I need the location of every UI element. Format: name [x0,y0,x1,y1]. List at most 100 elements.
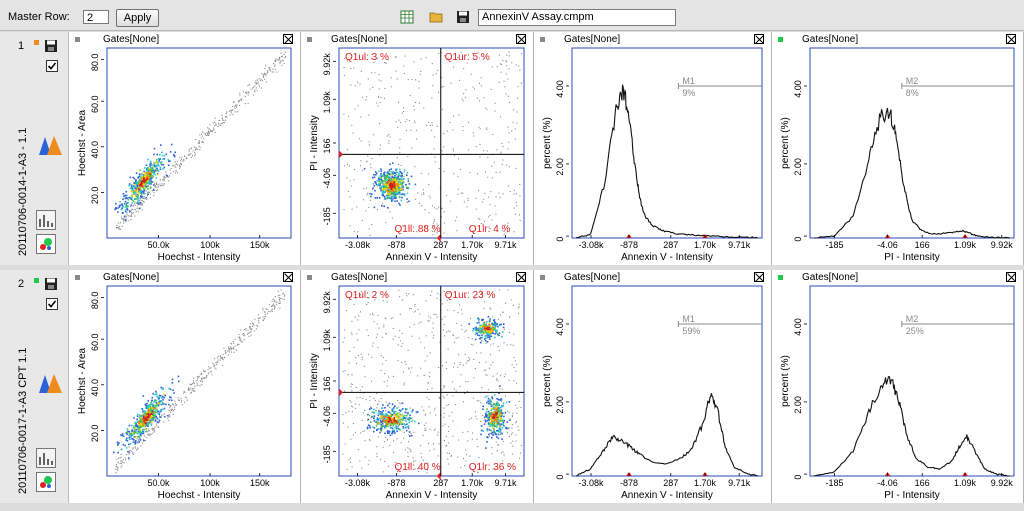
row-title-text: 20110706-0014-1-A3 - 1.1 [17,127,29,256]
close-icon[interactable] [516,34,526,44]
hist2-panel[interactable]: Gates[None] M2 8% -185 -4.06 166 1.09k 9.92k 4.0… [772,32,1024,265]
x-tick-label: 150k [250,478,270,488]
hist1-panel[interactable]: Gates[None] M1 9% -3.08k -878 287 1.70k 9.71k 4.… [534,32,772,265]
save-icon[interactable] [456,10,470,24]
close-icon[interactable] [283,272,293,282]
quadrant-lr-label: Q1lr: 4 % [469,224,511,235]
toolbar: Master Row: 2 Apply AnnexinV Assay.cmpm [0,0,1024,31]
marker-percent: 9% [682,88,695,98]
marker-label: M2 [906,314,919,324]
filename-field[interactable]: AnnexinV Assay.cmpm [478,9,676,26]
y-tick-label: 0 [555,475,565,480]
y-tick-label: -4.06 [322,168,332,189]
quadrant-ul-label: Q1ul: 2 % [345,290,389,301]
y-tick-label: -185 [322,207,332,225]
master-row-input[interactable]: 2 [83,10,109,24]
row-number: 1 [18,40,25,52]
close-icon[interactable] [1006,272,1016,282]
y-axis-label: PI - Intensity [309,115,320,171]
quadrant-ur-label: Q1ur: 23 % [445,290,496,301]
checkbox-checked-icon[interactable] [46,298,58,310]
save-icon[interactable] [44,39,58,53]
x-tick-label: 166 [915,478,930,488]
quad-panel[interactable]: Gates[None] Q1ul: 2 % Q1ur: 23 % Q1ll: 40 %… [301,270,534,503]
x-axis-label: Annexin V - Intensity [621,490,713,501]
x-tick-label: -878 [387,240,405,250]
histogram-line [575,84,759,239]
x-tick-label: 50.0k [148,240,171,250]
y-tick-label: 0 [793,237,803,242]
chart-settings-icon[interactable] [36,210,56,230]
scatter-panel[interactable]: Gates[None] 50.0k 100k 150k 80.0 60.0 40.0 20.0… [69,32,301,265]
histogram-overlay-icon[interactable] [38,134,64,156]
chart-settings-icon[interactable] [36,448,56,468]
quadrant-ul-label: Q1ul: 3 % [345,52,389,63]
close-icon[interactable] [754,34,764,44]
apply-button[interactable]: Apply [116,9,159,27]
save-icon[interactable] [44,277,58,291]
y-tick-label: 2.00 [555,158,565,176]
marker-percent: 59% [682,326,700,336]
x-tick-label: 9.71k [494,478,517,488]
gates-label: Gates[None] [103,272,160,283]
hist2-chart: M2 8% -185 -4.06 166 1.09k 9.92k 4.00 2.00 0 PI - … [780,47,1015,263]
y-tick-label: 40.0 [90,379,100,397]
x-tick-label: -4.06 [877,240,898,250]
status-indicator [307,37,312,42]
row-number: 2 [18,278,25,290]
y-axis-label: percent (%) [780,117,791,169]
x-tick-label: 1.70k [461,240,484,250]
y-tick-label: 4.00 [555,80,565,98]
scatter-panel[interactable]: Gates[None] 50.0k 100k 150k 80.0 60.0 40.0 20.0… [69,270,301,503]
gates-label: Gates[None] [331,34,388,45]
status-indicator [75,37,80,42]
gates-label: Gates[None] [331,272,388,283]
x-tick-label: 1.70k [694,478,717,488]
x-tick-label: 287 [433,240,448,250]
status-indicator [778,37,783,42]
close-icon[interactable] [283,34,293,44]
close-icon[interactable] [1006,34,1016,44]
y-tick-label: 1.09k [322,91,332,114]
x-axis-label: PI - Intensity [884,490,940,501]
x-tick-label: 9.92k [991,240,1014,250]
y-tick-label: 60.0 [90,95,100,113]
dot-plot-icon[interactable] [36,472,56,492]
spreadsheet-icon[interactable] [400,10,414,24]
close-icon[interactable] [516,272,526,282]
close-icon[interactable] [754,272,764,282]
x-tick-label: -185 [825,478,843,488]
y-tick-label: 2.00 [793,158,803,176]
x-axis-label: Annexin V - Intensity [386,490,478,501]
y-tick-label: 9.92k [322,53,332,76]
histogram-overlay-icon[interactable] [38,372,64,394]
y-tick-label: 40.0 [90,141,100,159]
gates-label: Gates[None] [564,272,621,283]
status-indicator [307,275,312,280]
x-axis-label: Annexin V - Intensity [621,252,713,263]
folder-icon[interactable] [429,10,443,24]
y-axis-label: Hoechst - Area [77,347,88,414]
dot-plot-icon[interactable] [36,234,56,254]
histogram-line [814,107,1011,239]
x-tick-label: -4.06 [877,478,898,488]
x-tick-label: -3.08k [578,240,604,250]
x-tick-label: -185 [825,240,843,250]
checkbox-checked-icon[interactable] [46,60,58,72]
row-title: 20110706-0014-1-A3 - 1.1 [4,60,29,260]
x-axis-label: PI - Intensity [884,252,940,263]
y-tick-label: 60.0 [90,333,100,351]
hist2-chart: M2 25% -185 -4.06 166 1.09k 9.92k 4.00 2.00 0 PI -… [780,285,1015,501]
row-title-text: 20110706-0017-1-A3 CPT 1.1 [17,347,29,494]
hist2-panel[interactable]: Gates[None] M2 25% -185 -4.06 166 1.09k 9.92k 4.… [772,270,1024,503]
quadrant-lr-label: Q1lr: 36 % [469,462,516,473]
hist1-panel[interactable]: Gates[None] M1 59% -3.08k -878 287 1.70k 9.71k 4… [534,270,772,503]
quadrant-ll-label: Q1ll: 40 % [395,462,441,473]
x-tick-label: -3.08k [345,240,371,250]
histogram-line [575,393,759,477]
quad-panel[interactable]: Gates[None] Q1ul: 3 % Q1ur: 5 % Q1ll: 88 % Q… [301,32,534,265]
y-tick-label: 166 [322,138,332,153]
x-tick-label: 9.71k [728,478,751,488]
y-tick-label: -185 [322,445,332,463]
x-tick-label: 287 [433,478,448,488]
